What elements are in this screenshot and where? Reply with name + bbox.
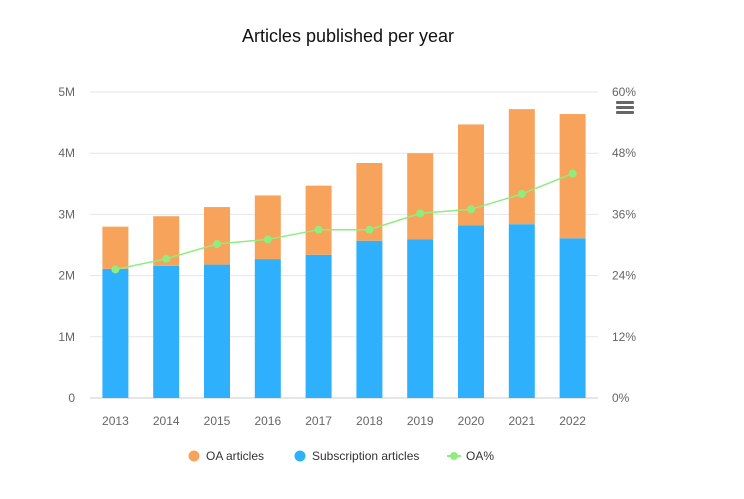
bar-oa-articles-2015[interactable] [204, 207, 230, 265]
y-right-tick-label: 48% [612, 146, 636, 160]
legend-marker [450, 452, 458, 460]
bar-oa-articles-2019[interactable] [407, 153, 434, 240]
x-tick-label: 2013 [102, 414, 129, 428]
bar-subscription-articles-2017[interactable] [305, 254, 332, 398]
x-tick-label: 2019 [407, 414, 434, 428]
y-left-tick-label: 3M [58, 207, 75, 221]
x-axis: 2013 2014 2015 2016 2017 2018 2019 2020 2021 2022 [102, 414, 586, 428]
x-tick-label: 2022 [559, 414, 586, 428]
bar-subscription-articles-2016[interactable] [254, 259, 281, 398]
x-tick-label: 2020 [458, 414, 485, 428]
x-tick-label: 2021 [508, 414, 535, 428]
y-right-tick-label: 24% [612, 269, 636, 283]
y-left-tick-label: 2M [58, 269, 75, 283]
oa-percent-point-2022[interactable] [568, 169, 577, 178]
bar-subscription-articles-2021[interactable] [508, 224, 535, 398]
bar-oa-articles-2017[interactable] [305, 185, 332, 255]
legend: OA articles Subscription articles OA% [188, 449, 494, 463]
oa-percent-line [115, 172, 573, 271]
oa-percent-point-2021[interactable] [517, 190, 526, 198]
bar-subscription-articles-2020[interactable] [458, 225, 484, 398]
oa-percent-point-2014[interactable] [162, 254, 171, 263]
bar-oa-articles-2021[interactable] [508, 109, 535, 225]
oa-percent-point-2018[interactable] [365, 225, 374, 234]
bar-subscription-articles-2022[interactable] [559, 238, 586, 398]
chart-title: Articles published per year [242, 26, 454, 46]
oa-percent-point-2015[interactable] [213, 239, 221, 248]
y-right-tick-label: 12% [612, 330, 636, 344]
bar-subscription-articles-2014[interactable] [153, 265, 180, 398]
oa-percent-point-2020[interactable] [467, 205, 475, 214]
x-tick-label: 2014 [153, 414, 180, 428]
bar-series [102, 109, 586, 398]
oa-percent-point-2019[interactable] [416, 209, 425, 218]
line-series [111, 169, 577, 274]
oa-percent-point-2013[interactable] [111, 265, 120, 274]
x-tick-label: 2016 [254, 414, 281, 428]
x-tick-label: 2018 [356, 414, 383, 428]
y-right-tick-label: 60% [612, 85, 636, 99]
legend-label: Subscription articles [312, 449, 419, 463]
x-tick-label: 2015 [204, 414, 231, 428]
y-left-tick-label: 0 [68, 391, 75, 405]
bar-subscription-articles-2015[interactable] [204, 264, 230, 398]
oa-percent-point-2016[interactable] [263, 235, 272, 244]
y-axis-right: 0% 12% 24% 36% 48% 60% [612, 85, 636, 405]
y-axis-left: 0 1M 2M 3M 4M 5M [58, 85, 75, 405]
legend-label: OA% [466, 449, 494, 463]
chart-menu-button[interactable] [612, 96, 638, 118]
y-left-tick-label: 5M [58, 85, 75, 99]
legend-label: OA articles [206, 449, 264, 463]
legend-marker [294, 450, 306, 462]
legend-marker [188, 450, 200, 462]
legend-item-subscription-articles[interactable]: Subscription articles [294, 449, 420, 463]
bar-oa-articles-2013[interactable] [102, 226, 129, 269]
bar-subscription-articles-2019[interactable] [407, 239, 434, 398]
y-right-tick-label: 36% [612, 207, 636, 221]
x-tick-label: 2017 [305, 414, 332, 428]
legend-item-oa-[interactable]: OA% [447, 449, 494, 463]
bar-subscription-articles-2013[interactable] [102, 268, 129, 398]
hamburger-menu-icon [616, 101, 634, 114]
y-left-tick-label: 4M [58, 146, 75, 160]
legend-item-oa-articles[interactable]: OA articles [188, 449, 265, 463]
bar-oa-articles-2016[interactable] [254, 195, 281, 260]
y-right-tick-label: 0% [612, 391, 630, 405]
bar-subscription-articles-2018[interactable] [356, 240, 383, 398]
y-left-tick-label: 1M [58, 330, 75, 344]
oa-percent-point-2017[interactable] [314, 225, 323, 234]
